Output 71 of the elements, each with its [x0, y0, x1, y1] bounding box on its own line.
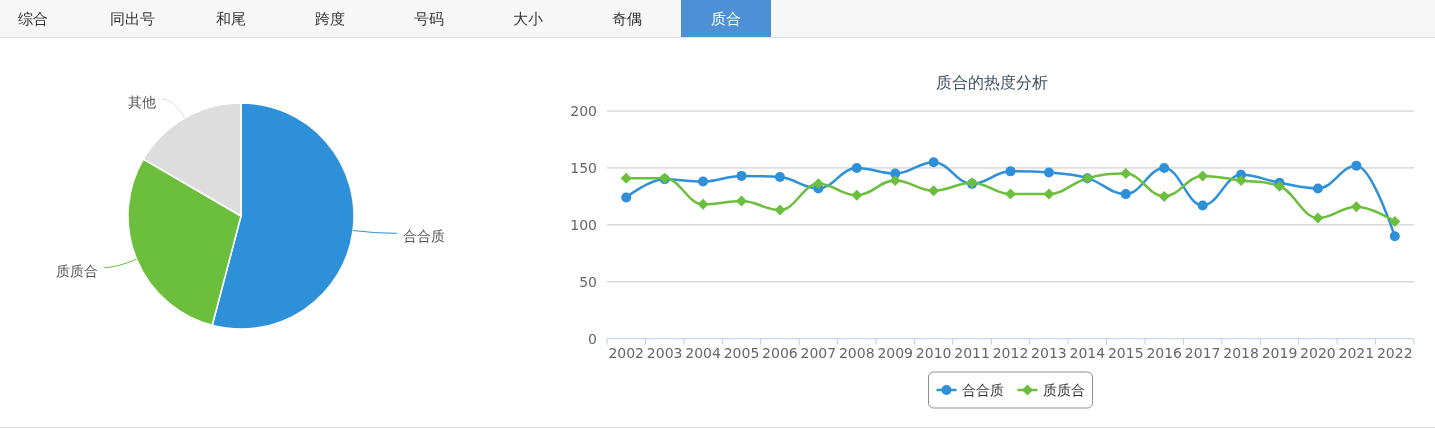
x-tick-label: 2016: [1146, 344, 1183, 361]
point: [1120, 189, 1131, 200]
point: [851, 162, 862, 173]
category-label: 综合: [18, 10, 48, 28]
x-tick-label: 2014: [1069, 344, 1106, 361]
y-tick-label: 100: [570, 216, 597, 233]
x-tick-label: 2009: [877, 344, 914, 361]
point: [1043, 188, 1055, 200]
category-label: 质合: [711, 10, 741, 28]
x-tick-label: 2012: [992, 344, 1029, 361]
chart-title: 质合的热度分析: [936, 73, 1048, 92]
point: [774, 204, 786, 216]
x-tick-label: 2022: [1376, 344, 1413, 361]
point: [620, 172, 632, 184]
point: [736, 170, 747, 181]
point: [698, 176, 709, 187]
slice-label: 其他: [127, 93, 156, 110]
point: [697, 198, 709, 210]
point: [812, 178, 824, 190]
point: [1043, 167, 1054, 178]
point: [621, 192, 632, 203]
category-label: 同出号: [109, 10, 155, 28]
y-tick-label: 200: [570, 103, 597, 119]
point: [1312, 212, 1324, 224]
point: [851, 189, 863, 201]
point: [889, 174, 901, 186]
x-tick-label: 2011: [954, 344, 990, 361]
x-tick-label: 2019: [1261, 344, 1298, 361]
x-tick-label: 2021: [1338, 344, 1375, 361]
point: [1197, 200, 1208, 211]
y-tick-label: 0: [588, 330, 597, 347]
x-tick-label: 2008: [838, 344, 875, 361]
x-tick-label: 2005: [723, 344, 760, 361]
point: [774, 172, 785, 183]
point: [1120, 168, 1132, 180]
point: [1235, 174, 1247, 186]
x-tick-label: 2004: [685, 344, 721, 361]
point: [1350, 201, 1362, 213]
point: [928, 185, 940, 197]
x-tick-label: 2007: [800, 344, 837, 361]
x-tick-label: 2015: [1107, 344, 1144, 361]
x-tick-label: 2018: [1223, 344, 1259, 361]
point: [1158, 190, 1170, 202]
x-tick-label: 2003: [646, 344, 683, 361]
category-label: 大小: [513, 10, 543, 28]
slice-label: 合合质: [402, 228, 445, 245]
point: [1389, 231, 1400, 242]
slice-label: 质质合: [56, 262, 99, 279]
point: [1274, 180, 1285, 192]
point: [1005, 166, 1016, 177]
point: [1159, 162, 1170, 173]
category-label: 跨度: [315, 10, 345, 28]
category-label: 奇偶: [612, 10, 642, 28]
y-tick-label: 50: [579, 273, 597, 290]
legend-label: 质质合: [1042, 382, 1085, 398]
point: [928, 157, 939, 168]
point: [1389, 215, 1401, 227]
point: [1005, 188, 1016, 200]
x-tick-label: 2017: [1184, 344, 1221, 361]
x-tick-label: 2010: [915, 344, 952, 361]
point: [1312, 183, 1323, 194]
y-tick-label: 150: [570, 159, 597, 176]
point: [736, 195, 747, 207]
category-label: 和尾: [216, 10, 246, 28]
x-tick-label: 2002: [608, 344, 645, 361]
x-tick-label: 2006: [762, 344, 798, 361]
legend-label: 合合质: [961, 382, 1004, 398]
category-label: 号码: [414, 10, 444, 28]
point: [1351, 160, 1362, 171]
x-tick-label: 2020: [1300, 344, 1336, 361]
x-tick-label: 2013: [1031, 344, 1067, 361]
